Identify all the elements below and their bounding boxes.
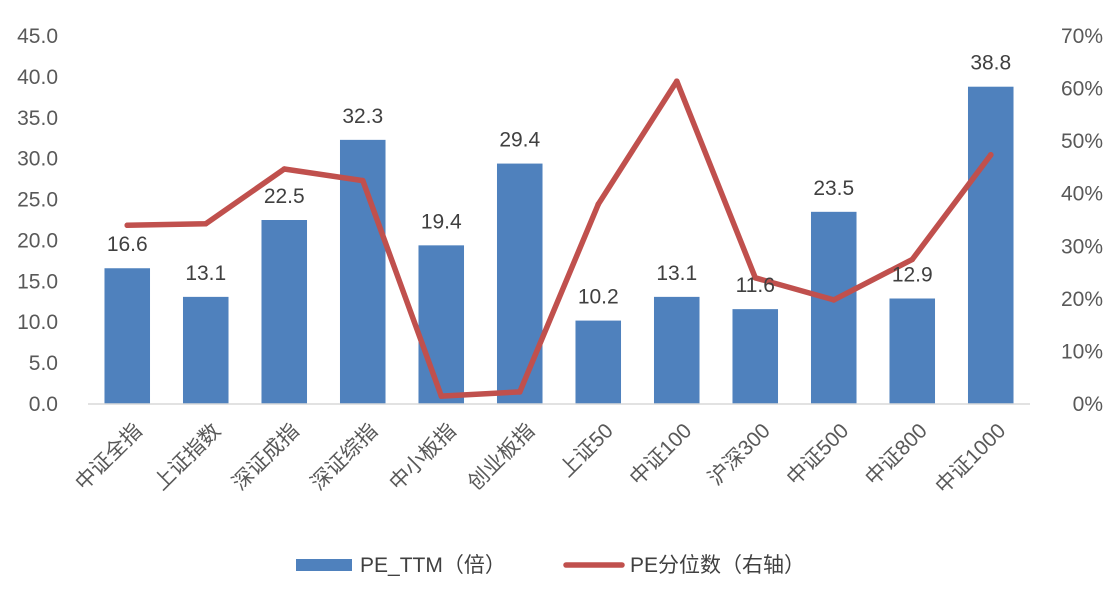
y-left-tick-label: 10.0 <box>17 311 58 334</box>
legend-line-label: PE分位数（右轴） <box>630 554 805 577</box>
x-category-label: 上证50 <box>555 419 617 481</box>
bar <box>182 296 229 404</box>
y-left-tick-label: 0.0 <box>29 393 58 416</box>
data-label: 13.1 <box>656 262 697 285</box>
legend: PE_TTM（倍） PE分位数（右轴） <box>296 554 805 577</box>
y-right-tick-label: 50% <box>1061 130 1103 153</box>
line-point <box>987 152 994 158</box>
line-point <box>830 297 837 303</box>
y-left-tick-label: 40.0 <box>17 66 58 89</box>
y-left-tick-label: 15.0 <box>17 270 58 293</box>
line-point <box>202 220 209 227</box>
data-label: 10.2 <box>578 286 619 309</box>
data-label: 13.1 <box>185 262 226 285</box>
line-point <box>909 256 916 263</box>
bar <box>418 245 465 404</box>
bar <box>575 320 622 404</box>
line-point <box>438 393 445 399</box>
line-point <box>752 275 759 281</box>
x-category-label: 沪深300 <box>704 419 775 490</box>
y-left-tick-label: 30.0 <box>17 148 58 171</box>
y-left-tick-label: 20.0 <box>17 229 58 252</box>
y-right-tick-label: 60% <box>1061 78 1103 101</box>
data-label: 29.4 <box>499 129 540 152</box>
y-axis-right: 0% 10% 20% 30% 40% 50% 60% 70% <box>1061 25 1103 416</box>
line-point <box>516 389 523 395</box>
data-label: 22.5 <box>264 185 305 208</box>
y-right-tick-label: 30% <box>1061 235 1103 258</box>
x-category-label: 深证综指 <box>307 419 383 495</box>
data-label: 12.9 <box>892 264 933 287</box>
y-right-tick-label: 40% <box>1061 183 1103 206</box>
line-point <box>281 166 288 172</box>
x-category-label: 上证指数 <box>150 419 226 495</box>
y-axis-left: 0.0 5.0 10.0 15.0 20.0 25.0 30.0 35.0 40.0 45.0 <box>17 25 58 416</box>
y-left-tick-label: 45.0 <box>17 25 58 48</box>
data-label: 19.4 <box>421 210 462 233</box>
line-point <box>595 201 602 208</box>
bar <box>104 268 151 404</box>
bar <box>261 220 308 404</box>
x-axis-categories: 中证全指 上证指数 深证成指 深证综指 中小板指 创业板指 上证50 中证100 沪深300 中证… <box>71 419 1010 498</box>
legend-bar-label: PE_TTM（倍） <box>360 554 506 577</box>
y-left-tick-label: 5.0 <box>29 352 58 375</box>
series-line <box>124 78 994 399</box>
bar <box>810 211 857 404</box>
x-category-label: 中证800 <box>861 419 932 490</box>
y-right-tick-label: 20% <box>1061 288 1103 311</box>
data-label: 23.5 <box>813 177 854 200</box>
line-point <box>359 177 366 184</box>
y-right-tick-label: 70% <box>1061 25 1103 48</box>
line-series <box>124 78 994 399</box>
line-point <box>673 78 680 85</box>
bar <box>967 86 1014 405</box>
y-right-tick-label: 10% <box>1061 340 1103 363</box>
x-category-label: 中证100 <box>626 419 697 490</box>
data-labels: 16.6 13.1 22.5 32.3 19.4 29.4 10.2 13.1 11.6 23.5… <box>107 52 1011 309</box>
data-label: 16.6 <box>107 233 148 256</box>
y-right-tick-label: 0% <box>1073 393 1103 416</box>
data-label: 32.3 <box>342 105 383 128</box>
bar <box>653 296 700 404</box>
y-left-tick-label: 35.0 <box>17 107 58 130</box>
y-left-tick-label: 25.0 <box>17 189 58 212</box>
x-category-label: 中证全指 <box>71 419 147 495</box>
bar <box>496 163 543 404</box>
data-label: 11.6 <box>736 274 775 297</box>
x-category-label: 中证500 <box>783 419 854 490</box>
x-category-label: 创业板指 <box>464 419 540 495</box>
legend-bar-swatch <box>296 559 352 571</box>
bar <box>732 309 779 404</box>
line-point <box>124 222 131 229</box>
x-category-label: 深证成指 <box>228 419 304 495</box>
bar-series <box>104 86 1014 405</box>
x-category-label: 中证1000 <box>931 419 1010 498</box>
x-category-label: 中小板指 <box>385 419 461 495</box>
data-label: 38.8 <box>970 52 1011 75</box>
bar <box>889 298 936 404</box>
